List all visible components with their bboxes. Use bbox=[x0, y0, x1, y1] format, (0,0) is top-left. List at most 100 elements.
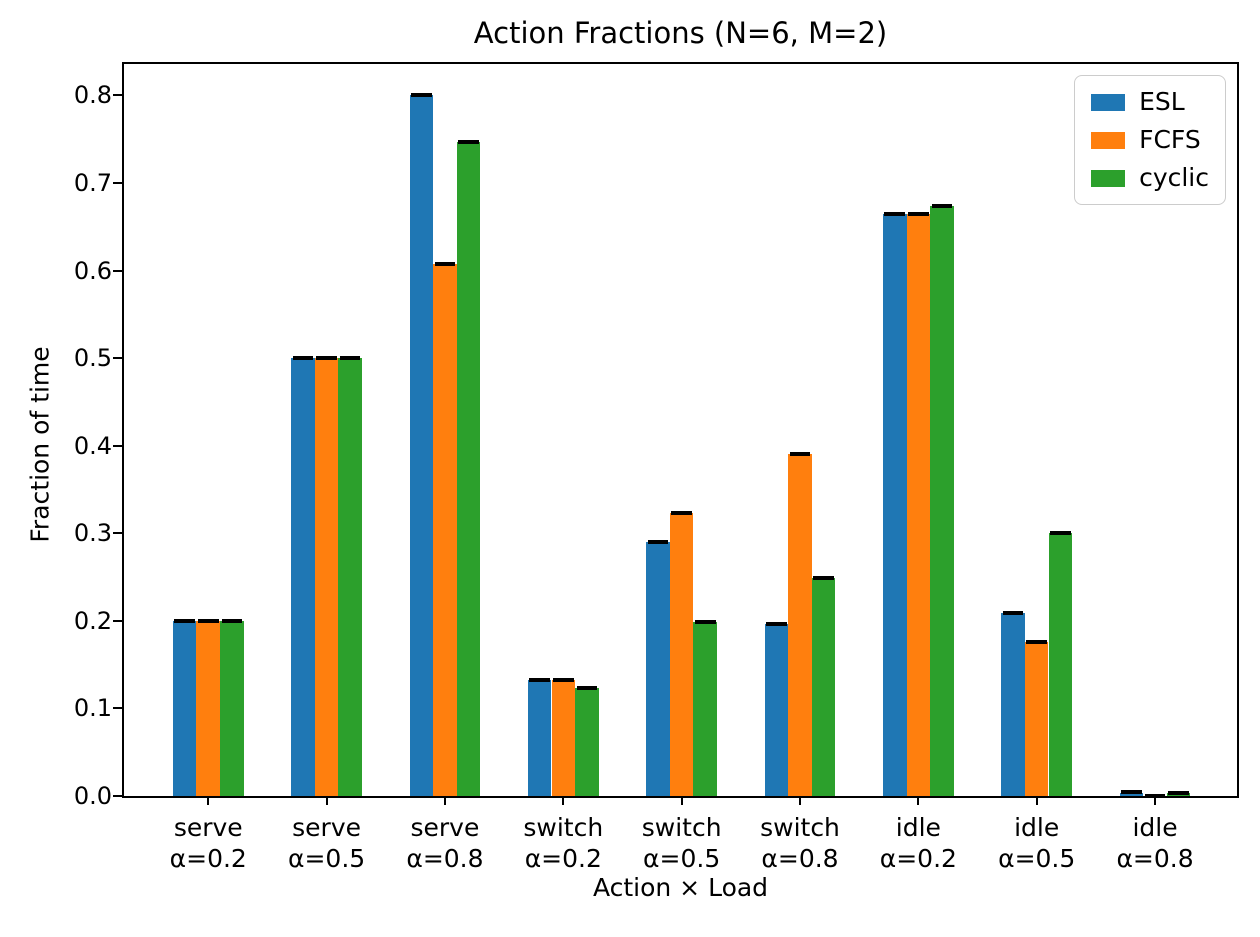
error-cap bbox=[292, 356, 314, 361]
error-cap bbox=[1002, 610, 1024, 615]
plot-area: ESL FCFS cyclic 0.0 0.1 0.2 0.3 0.4 0.5 0.6 0.7 0.… bbox=[74, 62, 1239, 873]
error-cap bbox=[529, 678, 550, 683]
error-cap bbox=[647, 540, 669, 545]
legend-item-FCFS: FCFS bbox=[1091, 126, 1209, 154]
bar-FCFS-idle-6 bbox=[906, 213, 931, 796]
y-tick-mark bbox=[113, 619, 122, 622]
y-tick-mark bbox=[113, 444, 122, 447]
error-cap bbox=[316, 356, 337, 361]
y-tick-label: 0.3 bbox=[73, 519, 112, 548]
bar-cyclic-serve-0 bbox=[220, 620, 244, 796]
bar-ESL-serve-1 bbox=[291, 358, 315, 796]
y-tick-label: 0.7 bbox=[73, 169, 112, 197]
x-tick-mark bbox=[207, 796, 210, 805]
bar-ESL-switch-5 bbox=[764, 624, 789, 796]
x-tick-label-action: serve bbox=[173, 813, 243, 842]
x-tick-label-switch-4: switch α=0.5 bbox=[612, 812, 752, 874]
x-tick-label-switch-3: switch α=0.2 bbox=[493, 812, 633, 874]
bar-FCFS-idle-7 bbox=[1024, 641, 1049, 796]
y-tick-mark bbox=[113, 532, 122, 535]
error-cap bbox=[766, 622, 787, 627]
legend-label: ESL bbox=[1139, 87, 1185, 116]
x-tick-label-switch-5: switch α=0.8 bbox=[730, 812, 870, 874]
bar-ESL-serve-0 bbox=[172, 620, 197, 796]
x-tick-label-serve-1: serve α=0.5 bbox=[257, 812, 397, 874]
error-cap bbox=[1121, 790, 1142, 795]
bar-FCFS-switch-4 bbox=[669, 513, 694, 796]
x-tick-label-action: serve bbox=[410, 813, 480, 842]
bar-ESL-idle-7 bbox=[1001, 612, 1025, 796]
x-tick-label-idle-8: idle α=0.8 bbox=[1085, 812, 1225, 874]
y-tick-mark bbox=[113, 269, 122, 272]
x-tick-label-load: α=0.2 bbox=[169, 844, 247, 873]
error-cap bbox=[339, 356, 361, 361]
error-cap bbox=[931, 203, 953, 208]
error-cap bbox=[221, 618, 243, 623]
bar-FCFS-serve-2 bbox=[433, 263, 457, 796]
bar-cyclic-switch-3 bbox=[575, 688, 599, 796]
y-tick-mark bbox=[113, 795, 122, 797]
x-tick-label-action: idle bbox=[895, 813, 941, 842]
x-tick-label-load: α=0.8 bbox=[406, 844, 484, 873]
y-tick-mark bbox=[113, 707, 122, 710]
legend-label: cyclic bbox=[1139, 163, 1209, 192]
error-cap bbox=[458, 139, 479, 144]
bar-cyclic-serve-1 bbox=[338, 358, 362, 796]
y-tick-label: 0.5 bbox=[73, 344, 112, 373]
error-cap bbox=[411, 93, 432, 98]
x-tick-label-load: α=0.5 bbox=[998, 844, 1076, 873]
bar-cyclic-serve-2 bbox=[456, 141, 481, 796]
error-cap bbox=[908, 211, 929, 216]
error-cap bbox=[434, 261, 456, 266]
legend-item-ESL: ESL bbox=[1091, 88, 1209, 116]
x-tick-label-load: α=0.5 bbox=[643, 844, 721, 873]
bar-ESL-serve-2 bbox=[409, 95, 434, 796]
bar-FCFS-serve-0 bbox=[196, 620, 221, 796]
bar-ESL-switch-4 bbox=[646, 542, 670, 796]
bar-cyclic-switch-4 bbox=[693, 621, 718, 796]
error-cap bbox=[1050, 531, 1071, 536]
legend-label: FCFS bbox=[1139, 125, 1201, 154]
error-cap bbox=[789, 452, 811, 457]
y-tick-label: 0.4 bbox=[73, 431, 112, 460]
error-cap bbox=[671, 511, 692, 516]
error-cap bbox=[1168, 791, 1189, 796]
x-tick-mark bbox=[917, 796, 920, 805]
error-cap bbox=[1026, 639, 1047, 644]
y-tick-label: 0.1 bbox=[73, 694, 112, 723]
error-cap bbox=[813, 575, 834, 580]
bar-FCFS-switch-3 bbox=[551, 680, 576, 796]
legend-swatch-icon bbox=[1091, 131, 1126, 149]
x-tick-label-serve-2: serve α=0.8 bbox=[375, 812, 515, 874]
bar-cyclic-idle-6 bbox=[930, 205, 954, 796]
y-tick-label: 0.0 bbox=[73, 782, 112, 810]
bar-cyclic-idle-7 bbox=[1048, 533, 1073, 796]
y-tick-mark bbox=[113, 94, 122, 97]
x-tick-label-action: idle bbox=[1132, 813, 1178, 842]
x-tick-label-idle-6: idle α=0.2 bbox=[848, 812, 988, 874]
x-tick-mark bbox=[562, 796, 565, 805]
legend-swatch-icon bbox=[1091, 169, 1126, 187]
x-tick-mark bbox=[1035, 796, 1038, 805]
x-tick-label-load: α=0.2 bbox=[879, 844, 957, 873]
legend: ESL FCFS cyclic bbox=[1074, 75, 1226, 205]
chart-title: Action Fractions (N=6, M=2) bbox=[473, 16, 888, 50]
x-tick-label-load: α=0.8 bbox=[761, 844, 839, 873]
x-tick-label-serve-0: serve α=0.2 bbox=[138, 812, 278, 874]
y-tick-mark bbox=[113, 357, 122, 360]
x-tick-mark bbox=[325, 796, 328, 805]
error-cap bbox=[694, 619, 716, 624]
bar-FCFS-serve-1 bbox=[314, 358, 339, 796]
bar-cyclic-switch-5 bbox=[811, 577, 836, 796]
x-tick-label-action: switch bbox=[641, 813, 722, 842]
legend-swatch-icon bbox=[1091, 93, 1126, 111]
legend-item-cyclic: cyclic bbox=[1091, 164, 1209, 192]
x-tick-label-load: α=0.2 bbox=[524, 844, 602, 873]
error-cap bbox=[884, 211, 906, 216]
x-tick-label-action: idle bbox=[1014, 813, 1060, 842]
error-cap bbox=[197, 618, 219, 623]
x-tick-label-load: α=0.5 bbox=[288, 844, 366, 873]
bar-ESL-idle-6 bbox=[882, 213, 907, 796]
y-axis-label: Fraction of time bbox=[25, 346, 55, 543]
